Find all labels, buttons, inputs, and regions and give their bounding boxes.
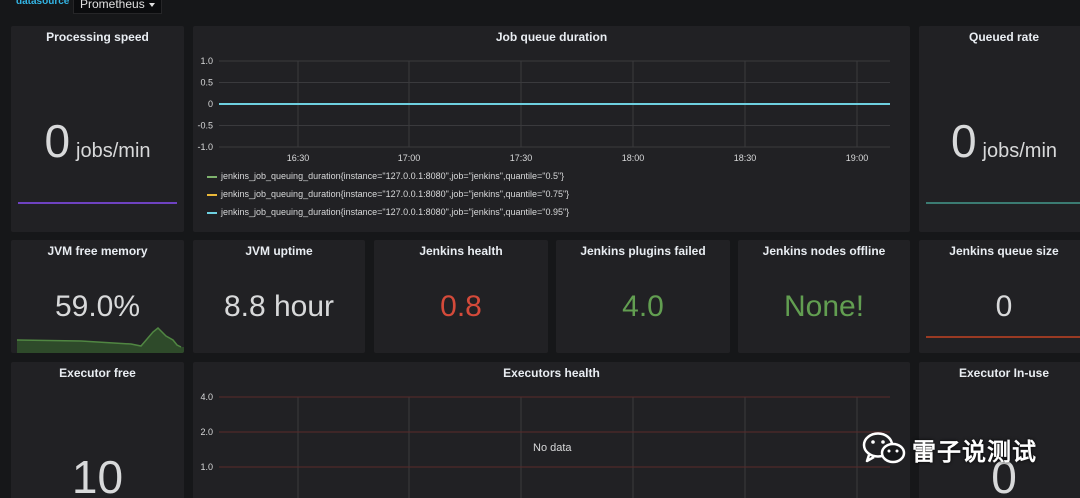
panel-title: Jenkins plugins failed [580,244,706,258]
stat-value: 0 jobs/min [950,115,1058,167]
sparkline [926,336,1080,338]
watermark: 雷子说测试 [862,431,1037,467]
legend-swatch [207,211,217,214]
datasource-value: Prometheus [80,0,145,11]
panel-title: Jenkins nodes offline [762,244,886,258]
panel-title: Job queue duration [495,30,608,44]
x-tick-label: 16:30 [287,153,310,163]
wechat-icon [862,432,906,464]
stat-unit: jobs/min [76,140,151,162]
legend-item[interactable]: jenkins_job_queuing_duration{instance="1… [207,207,569,217]
stat-value: 59.0% [54,290,141,323]
stat-unit: jobs/min [982,140,1058,162]
panel-jenkins-health[interactable]: Jenkins health 0.8 [374,240,548,353]
panel-jvm-free-memory[interactable]: JVM free memory 59.0% [11,240,184,353]
stat-value: None! [783,290,865,323]
y-tick-label: 1.0 [200,462,213,472]
x-tick-label: 17:00 [398,153,421,163]
panel-queued-rate[interactable]: Queued rate 0 jobs/min [919,26,1080,232]
sparkline [926,202,1080,204]
panel-jenkins-nodes-offline[interactable]: Jenkins nodes offline None! [738,240,910,353]
stat-value: 4.0 [622,290,664,323]
stat-value: 0 jobs/min [44,115,151,167]
panel-executor-free[interactable]: Executor free 10 [11,362,184,498]
panel-jvm-uptime[interactable]: JVM uptime 8.8 hour [193,240,365,353]
panel-title: JVM free memory [47,244,148,258]
datasource-label: datasource [16,0,70,7]
panel-title: Jenkins queue size [949,244,1059,258]
panel-title: JVM uptime [245,244,313,258]
y-tick-label: -0.5 [197,121,213,131]
legend-item[interactable]: jenkins_job_queuing_duration{instance="1… [207,171,564,181]
legend-swatch [207,193,217,196]
panel-title: Jenkins health [419,244,503,258]
y-tick-label: 1.0 [200,56,213,66]
x-tick-label: 18:30 [734,153,757,163]
panel-processing-speed[interactable]: Processing speed 0 jobs/min [11,26,184,232]
y-tick-label: 0.5 [200,78,213,88]
panel-jenkins-plugins-failed[interactable]: Jenkins plugins failed 4.0 [556,240,730,353]
x-tick-label: 18:00 [622,153,645,163]
panel-jenkins-queue-size[interactable]: Jenkins queue size 0 [919,240,1080,353]
stat-value: 0.8 [440,290,482,323]
panel-title: Processing speed [46,30,149,44]
y-tick-label: 0 [208,99,213,109]
panel-title: Executors health [503,366,600,380]
y-tick-label: 4.0 [200,392,213,402]
no-data-message: No data [533,442,572,454]
x-tick-label: 19:00 [846,153,869,163]
job-queue-chart: 1.0 0.5 0 -0.5 -1.0 16:30 17:00 17:30 18:00 18:30… [197,56,890,163]
x-tick-label: 17:30 [510,153,533,163]
panel-executors-health[interactable]: Executors health 4.0 2.0 1.0 No data [193,362,910,498]
legend-label: jenkins_job_queuing_duration{instance="1… [221,207,570,217]
panel-title: Executor free [59,366,136,380]
datasource-select[interactable]: Prometheus [73,0,162,14]
y-tick-label: 2.0 [200,427,213,437]
stat-value: 8.8 hour [223,290,335,323]
panel-job-queue-duration[interactable]: Job queue duration 1.0 0.5 0 -0.5 -1.0 16:30 1… [193,26,910,232]
caret-down-icon [148,2,155,7]
sparkline [18,202,177,204]
panel-title: Queued rate [968,30,1040,44]
executors-health-chart: 4.0 2.0 1.0 [200,392,890,498]
legend-swatch [207,175,217,178]
panel-title: Executor In-use [958,366,1050,380]
legend-label: jenkins_job_queuing_duration{instance="1… [221,171,565,181]
stat-value: 0 [995,290,1013,323]
legend-label: jenkins_job_queuing_duration{instance="1… [221,189,570,199]
stat-value: 0 [991,451,1017,498]
sparkline [16,326,184,353]
y-tick-label: -1.0 [197,142,213,152]
watermark-text: 雷子说测试 [912,438,1037,466]
legend-item[interactable]: jenkins_job_queuing_duration{instance="1… [207,189,569,199]
stat-value: 10 [71,451,124,498]
panel-executor-in-use[interactable]: Executor In-use 0 [919,362,1080,498]
top-bar: datasource Prometheus [0,0,1080,14]
